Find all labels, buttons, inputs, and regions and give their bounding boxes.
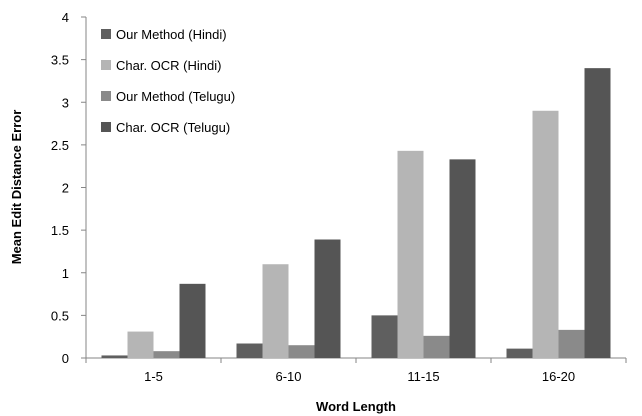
y-tick-label: 3 — [62, 95, 69, 110]
bar — [179, 283, 206, 358]
bar — [449, 159, 476, 358]
y-tick-label: 2.5 — [51, 138, 69, 153]
legend-swatch — [101, 122, 111, 132]
legend-swatch — [101, 91, 111, 101]
y-tick-label: 1 — [62, 266, 69, 281]
y-tick-label: 2 — [62, 181, 69, 196]
bar — [288, 345, 315, 358]
y-tick-label: 1.5 — [51, 223, 69, 238]
bar — [423, 335, 450, 358]
bar — [397, 150, 424, 358]
bar — [236, 343, 263, 358]
legend: Our Method (Hindi) Char. OCR (Hindi) Our M… — [101, 27, 235, 135]
legend-label: Our Method (Telugu) — [116, 89, 235, 104]
y-tick-label: 3.5 — [51, 53, 69, 68]
bars — [101, 68, 611, 359]
x-tick-label: 16-20 — [542, 369, 575, 384]
x-axis-title: Word Length — [316, 399, 396, 414]
bar — [314, 239, 341, 358]
legend-label: Our Method (Hindi) — [116, 27, 227, 42]
y-tick-label: 0 — [62, 351, 69, 366]
y-tick-label: 0.5 — [51, 308, 69, 323]
y-axis-title: Mean Edit Distance Error — [9, 110, 24, 265]
bar — [153, 351, 180, 358]
x-tick-label: 6-10 — [275, 369, 301, 384]
bar — [584, 68, 611, 359]
bar — [262, 264, 289, 358]
bar — [558, 329, 585, 358]
legend-swatch — [101, 60, 111, 70]
x-tick-label: 1-5 — [144, 369, 163, 384]
bar — [371, 315, 398, 358]
y-axis: 0 0.5 1 1.5 2 2.5 3 3.5 4 — [51, 10, 87, 366]
bar — [506, 348, 533, 358]
bar — [127, 331, 154, 358]
x-axis: 1-5 6-10 11-15 16-20 — [85, 357, 627, 384]
legend-swatch — [101, 29, 111, 39]
bar — [532, 110, 559, 359]
legend-label: Char. OCR (Hindi) — [116, 58, 221, 73]
x-tick-label: 11-15 — [407, 369, 439, 384]
y-tick-label: 4 — [62, 10, 69, 25]
legend-label: Char. OCR (Telugu) — [116, 120, 230, 135]
bar — [101, 355, 128, 358]
